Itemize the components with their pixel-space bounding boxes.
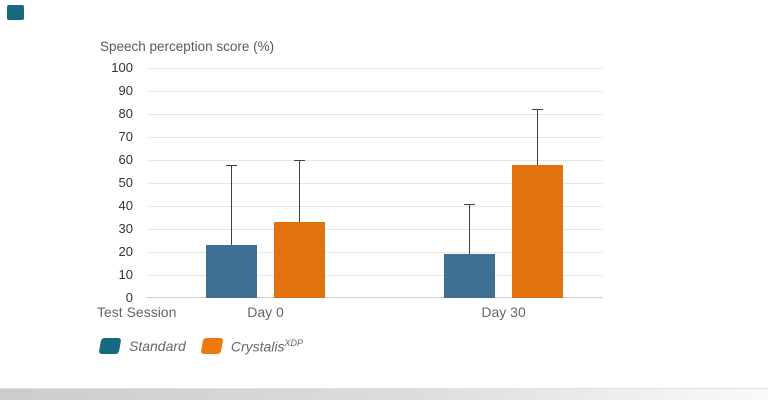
bar-crystalis-day-30[interactable] — [512, 164, 564, 298]
gridline-50 — [147, 183, 603, 184]
y-axis-tick-label: 20 — [118, 244, 133, 259]
legend-label-standard: Standard — [129, 338, 186, 355]
plot-area: 0 10 20 30 40 50 60 70 80 90 100 — [111, 60, 603, 305]
standard-swatch-icon — [98, 338, 122, 355]
gridline-100 — [147, 68, 603, 69]
x-axis-label-day-0: Day 0 — [247, 304, 284, 320]
y-axis-tick-label: 0 — [125, 290, 133, 305]
gridline-40 — [147, 206, 603, 207]
error-bar — [231, 164, 233, 246]
y-axis-tick-label: 50 — [118, 175, 133, 190]
y-axis-tick-label: 70 — [118, 129, 133, 144]
y-axis-title: Speech perception score (%) — [100, 39, 275, 54]
gridline-70 — [147, 137, 603, 138]
legend: Standard CrystalisXDP — [98, 338, 303, 355]
gridline-10 — [147, 275, 603, 276]
gridline-0 — [147, 297, 603, 298]
y-axis-tick-label: 80 — [118, 106, 133, 121]
brand-swatch — [7, 5, 24, 20]
crystalis-name: Crystalis — [230, 338, 285, 355]
legend-item-standard[interactable]: Standard — [98, 338, 186, 355]
bar-crystalis-day-0[interactable] — [274, 222, 326, 298]
crystalis-swatch-icon — [200, 338, 224, 355]
y-axis-tick-label: 90 — [118, 83, 133, 98]
gridline-20 — [147, 252, 603, 253]
y-axis-tick-label: 100 — [111, 60, 133, 75]
horizontal-scrollbar[interactable] — [0, 388, 768, 400]
y-axis-tick-label: 40 — [118, 198, 133, 213]
y-axis-tick-label: 30 — [118, 221, 133, 236]
y-axis-tick-label: 10 — [118, 267, 133, 282]
crystalis-superscript: XDP — [284, 338, 304, 348]
bar-standard-day-30[interactable] — [444, 254, 496, 298]
bar-standard-day-0[interactable] — [206, 245, 258, 298]
gridline-30 — [147, 229, 603, 230]
error-bar — [299, 160, 301, 223]
error-bar-cap — [464, 203, 476, 205]
x-axis-title: Test Session — [97, 304, 177, 320]
error-bar — [537, 109, 539, 165]
y-axis-tick-label: 60 — [118, 152, 133, 167]
gridline-60 — [147, 160, 603, 161]
x-axis-label-day-30: Day 30 — [481, 304, 526, 320]
legend-item-crystalis[interactable]: CrystalisXDP — [200, 338, 303, 355]
gridline-90 — [147, 91, 603, 92]
error-bar-cap — [294, 160, 306, 161]
error-bar-cap — [226, 164, 238, 166]
gridline-80 — [147, 114, 603, 115]
error-bar-cap — [532, 109, 544, 111]
error-bar — [469, 203, 471, 255]
legend-label-crystalis: CrystalisXDP — [231, 338, 303, 355]
